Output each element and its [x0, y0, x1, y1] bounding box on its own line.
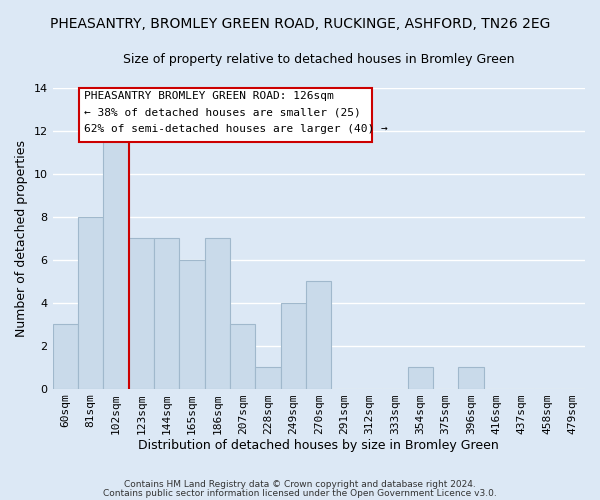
- Text: Contains public sector information licensed under the Open Government Licence v3: Contains public sector information licen…: [103, 489, 497, 498]
- Bar: [458, 367, 484, 388]
- X-axis label: Distribution of detached houses by size in Bromley Green: Distribution of detached houses by size …: [139, 440, 499, 452]
- Bar: [78, 216, 103, 388]
- Bar: [154, 238, 179, 388]
- Text: PHEASANTRY BROMLEY GREEN ROAD: 126sqm: PHEASANTRY BROMLEY GREEN ROAD: 126sqm: [85, 90, 334, 101]
- Text: PHEASANTRY, BROMLEY GREEN ROAD, RUCKINGE, ASHFORD, TN26 2EG: PHEASANTRY, BROMLEY GREEN ROAD, RUCKINGE…: [50, 18, 550, 32]
- Bar: [306, 281, 331, 388]
- Bar: [179, 260, 205, 388]
- Title: Size of property relative to detached houses in Bromley Green: Size of property relative to detached ho…: [123, 52, 515, 66]
- Y-axis label: Number of detached properties: Number of detached properties: [15, 140, 28, 336]
- Text: 62% of semi-detached houses are larger (40) →: 62% of semi-detached houses are larger (…: [85, 124, 388, 134]
- Bar: [205, 238, 230, 388]
- Text: ← 38% of detached houses are smaller (25): ← 38% of detached houses are smaller (25…: [85, 107, 361, 117]
- Bar: [256, 367, 281, 388]
- Bar: [281, 302, 306, 388]
- Text: Contains HM Land Registry data © Crown copyright and database right 2024.: Contains HM Land Registry data © Crown c…: [124, 480, 476, 489]
- Bar: [103, 130, 128, 388]
- FancyBboxPatch shape: [79, 88, 372, 142]
- Bar: [407, 367, 433, 388]
- Bar: [230, 324, 256, 388]
- Bar: [128, 238, 154, 388]
- Bar: [53, 324, 78, 388]
